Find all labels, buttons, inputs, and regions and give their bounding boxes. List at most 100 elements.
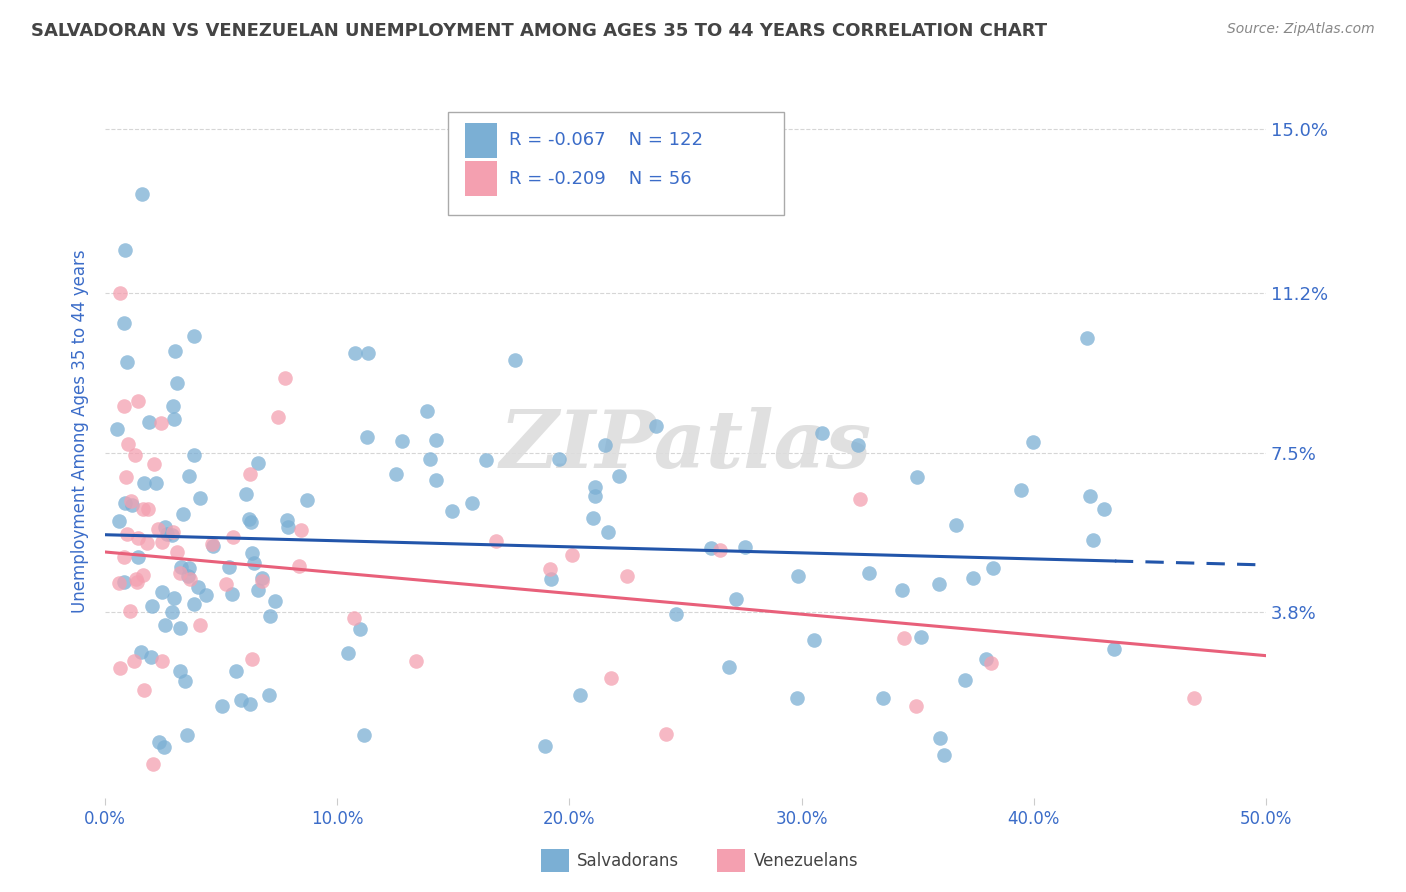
Point	[124, 572, 146, 586]
Point	[645, 419, 668, 434]
Point	[169, 621, 191, 635]
Point	[274, 371, 297, 385]
Point	[112, 316, 135, 330]
Point	[112, 400, 135, 414]
Point	[225, 665, 247, 679]
Point	[904, 699, 927, 714]
Point	[893, 631, 915, 645]
Point	[134, 475, 156, 490]
Point	[117, 437, 139, 451]
Point	[858, 566, 880, 581]
Point	[183, 597, 205, 611]
Point	[343, 346, 366, 360]
Point	[1078, 490, 1101, 504]
Point	[120, 494, 142, 508]
Text: Venezuelans: Venezuelans	[754, 852, 858, 870]
Point	[1092, 502, 1115, 516]
Point	[221, 587, 243, 601]
Point	[176, 728, 198, 742]
Point	[295, 492, 318, 507]
Point	[811, 426, 834, 441]
Point	[149, 416, 172, 430]
Point	[183, 448, 205, 462]
Point	[568, 688, 591, 702]
Point	[485, 534, 508, 549]
Point	[598, 524, 620, 539]
FancyBboxPatch shape	[465, 161, 498, 196]
Point	[267, 410, 290, 425]
Point	[166, 376, 188, 390]
Point	[616, 569, 638, 583]
Point	[247, 583, 270, 598]
Point	[276, 513, 298, 527]
Point	[169, 664, 191, 678]
Point	[337, 646, 360, 660]
Text: ZIPatlas: ZIPatlas	[499, 407, 872, 484]
Point	[962, 571, 984, 585]
Text: R = -0.209    N = 56: R = -0.209 N = 56	[509, 169, 692, 187]
Point	[425, 433, 447, 447]
Point	[108, 285, 131, 300]
Point	[131, 186, 153, 201]
Point	[112, 574, 135, 589]
Point	[162, 524, 184, 539]
Point	[115, 355, 138, 369]
Point	[1102, 642, 1125, 657]
FancyBboxPatch shape	[465, 123, 498, 158]
Point	[124, 448, 146, 462]
Point	[156, 527, 179, 541]
Point	[665, 607, 688, 621]
Point	[734, 540, 756, 554]
Point	[945, 517, 967, 532]
Point	[848, 491, 870, 506]
Point	[846, 438, 869, 452]
Point	[132, 683, 155, 698]
Point	[114, 469, 136, 483]
Point	[166, 545, 188, 559]
Point	[127, 575, 149, 590]
Point	[980, 656, 1002, 670]
Point	[246, 457, 269, 471]
Point	[600, 671, 623, 685]
Point	[108, 514, 131, 528]
Point	[177, 569, 200, 583]
Point	[505, 353, 527, 368]
Point	[114, 243, 136, 257]
Point	[250, 571, 273, 585]
Point	[173, 674, 195, 689]
FancyBboxPatch shape	[447, 112, 785, 215]
Point	[141, 599, 163, 613]
Point	[179, 468, 201, 483]
Point	[288, 558, 311, 573]
Point	[153, 739, 176, 754]
Point	[343, 611, 366, 625]
Point	[1022, 435, 1045, 450]
Point	[932, 747, 955, 762]
Point	[699, 541, 721, 555]
Point	[385, 467, 408, 481]
Point	[928, 577, 950, 591]
Point	[974, 652, 997, 666]
Point	[474, 452, 496, 467]
Point	[240, 652, 263, 666]
Point	[127, 394, 149, 409]
Point	[1182, 691, 1205, 706]
Point	[135, 535, 157, 549]
Text: SALVADORAN VS VENEZUELAN UNEMPLOYMENT AMONG AGES 35 TO 44 YEARS CORRELATION CHAR: SALVADORAN VS VENEZUELAN UNEMPLOYMENT AM…	[31, 22, 1047, 40]
Point	[148, 735, 170, 749]
Point	[127, 549, 149, 564]
Point	[160, 605, 183, 619]
Point	[112, 549, 135, 564]
Point	[349, 622, 371, 636]
Point	[138, 501, 160, 516]
Point	[872, 690, 894, 705]
Point	[540, 572, 562, 586]
Point	[105, 422, 128, 436]
Point	[460, 496, 482, 510]
Point	[709, 542, 731, 557]
Point	[222, 530, 245, 544]
Point	[357, 346, 380, 360]
Point	[264, 593, 287, 607]
Point	[163, 344, 186, 359]
Point	[155, 520, 177, 534]
